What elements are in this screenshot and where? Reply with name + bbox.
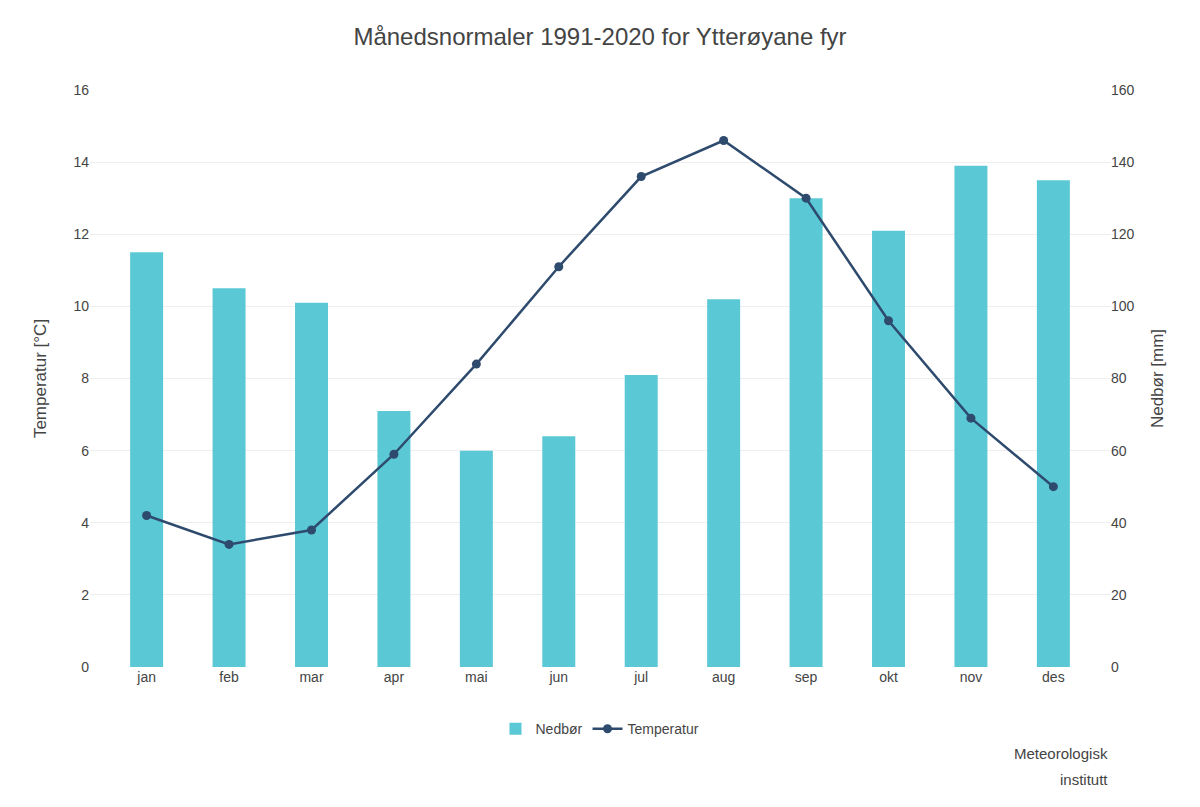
svg-text:des: des xyxy=(1042,669,1065,685)
svg-text:8: 8 xyxy=(81,370,89,386)
svg-text:40: 40 xyxy=(1111,515,1127,531)
svg-text:jan: jan xyxy=(136,669,156,685)
svg-text:jun: jun xyxy=(548,669,568,685)
svg-text:aug: aug xyxy=(712,669,735,685)
svg-text:80: 80 xyxy=(1111,370,1127,386)
svg-text:Månedsnormaler 1991-2020 for Y: Månedsnormaler 1991-2020 for Ytterøyane … xyxy=(353,23,846,50)
svg-text:16: 16 xyxy=(73,82,89,98)
svg-text:Temperatur [°C]: Temperatur [°C] xyxy=(31,319,50,438)
svg-text:14: 14 xyxy=(73,154,89,170)
svg-text:0: 0 xyxy=(81,659,89,675)
svg-text:100: 100 xyxy=(1111,298,1135,314)
svg-text:6: 6 xyxy=(81,443,89,459)
svg-text:140: 140 xyxy=(1111,154,1135,170)
svg-text:4: 4 xyxy=(81,515,89,531)
svg-text:Meteorologisk: Meteorologisk xyxy=(1014,745,1108,762)
svg-text:12: 12 xyxy=(73,226,89,242)
svg-text:20: 20 xyxy=(1111,587,1127,603)
svg-text:sep: sep xyxy=(795,669,818,685)
svg-text:Temperatur: Temperatur xyxy=(628,721,699,737)
svg-text:60: 60 xyxy=(1111,443,1127,459)
svg-text:10: 10 xyxy=(73,298,89,314)
svg-text:jul: jul xyxy=(633,669,648,685)
svg-text:nov: nov xyxy=(960,669,983,685)
svg-text:apr: apr xyxy=(384,669,405,685)
svg-text:Nedbør: Nedbør xyxy=(536,721,583,737)
svg-text:2: 2 xyxy=(81,587,89,603)
svg-text:mar: mar xyxy=(299,669,323,685)
svg-text:Nedbør [mm]: Nedbør [mm] xyxy=(1148,329,1167,428)
svg-text:160: 160 xyxy=(1111,82,1135,98)
svg-text:institutt: institutt xyxy=(1060,771,1108,788)
svg-text:0: 0 xyxy=(1111,659,1119,675)
svg-text:okt: okt xyxy=(879,669,898,685)
svg-text:120: 120 xyxy=(1111,226,1135,242)
svg-text:mai: mai xyxy=(465,669,488,685)
svg-text:feb: feb xyxy=(219,669,239,685)
